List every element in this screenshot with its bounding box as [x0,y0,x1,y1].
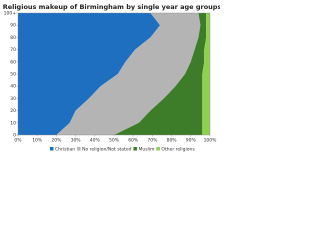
y-tick-label: 10 [10,120,16,126]
y-tick-label: 80 [10,35,16,41]
area [114,13,207,135]
x-tick-label: 20% [51,138,62,144]
x-tick-label: 0% [14,138,22,144]
y-tick-label: 30 [10,96,16,102]
x-tick-label: 100% [204,138,218,144]
legend-label: Other religions [161,147,195,153]
chart-title: Religious makeup of Birmingham by single… [3,3,220,11]
y-tick-label: 0 [13,133,16,139]
legend-swatch [156,147,160,151]
y-tick-label: 20 [10,108,16,114]
area [202,13,210,135]
legend-swatch [50,147,54,151]
y-tick-label: 50 [10,72,16,78]
y-tick-label: 60 [10,59,16,65]
x-tick-label: 40% [90,138,101,144]
legend-label: No religion/Not stated [82,147,132,153]
x-tick-label: 90% [186,138,197,144]
area [18,13,161,135]
x-tick-label: 50% [109,138,120,144]
x-tick-label: 70% [147,138,158,144]
y-tick-label: 70 [10,47,16,53]
y-tick-label: 90 [10,23,16,29]
area [56,13,201,135]
y-tick-label: 40 [10,84,16,90]
chart: Religious makeup of Birmingham by single… [3,3,220,153]
legend-label: Christian [55,147,75,153]
legend-label: Muslim [138,147,154,153]
x-tick-label: 10% [32,138,43,144]
x-tick-label: 30% [71,138,82,144]
legend-swatch [77,147,81,151]
x-tick-label: 80% [167,138,178,144]
legend-swatch [133,147,137,151]
y-tick-label: 100+ [4,11,17,17]
x-tick-label: 60% [128,138,139,144]
